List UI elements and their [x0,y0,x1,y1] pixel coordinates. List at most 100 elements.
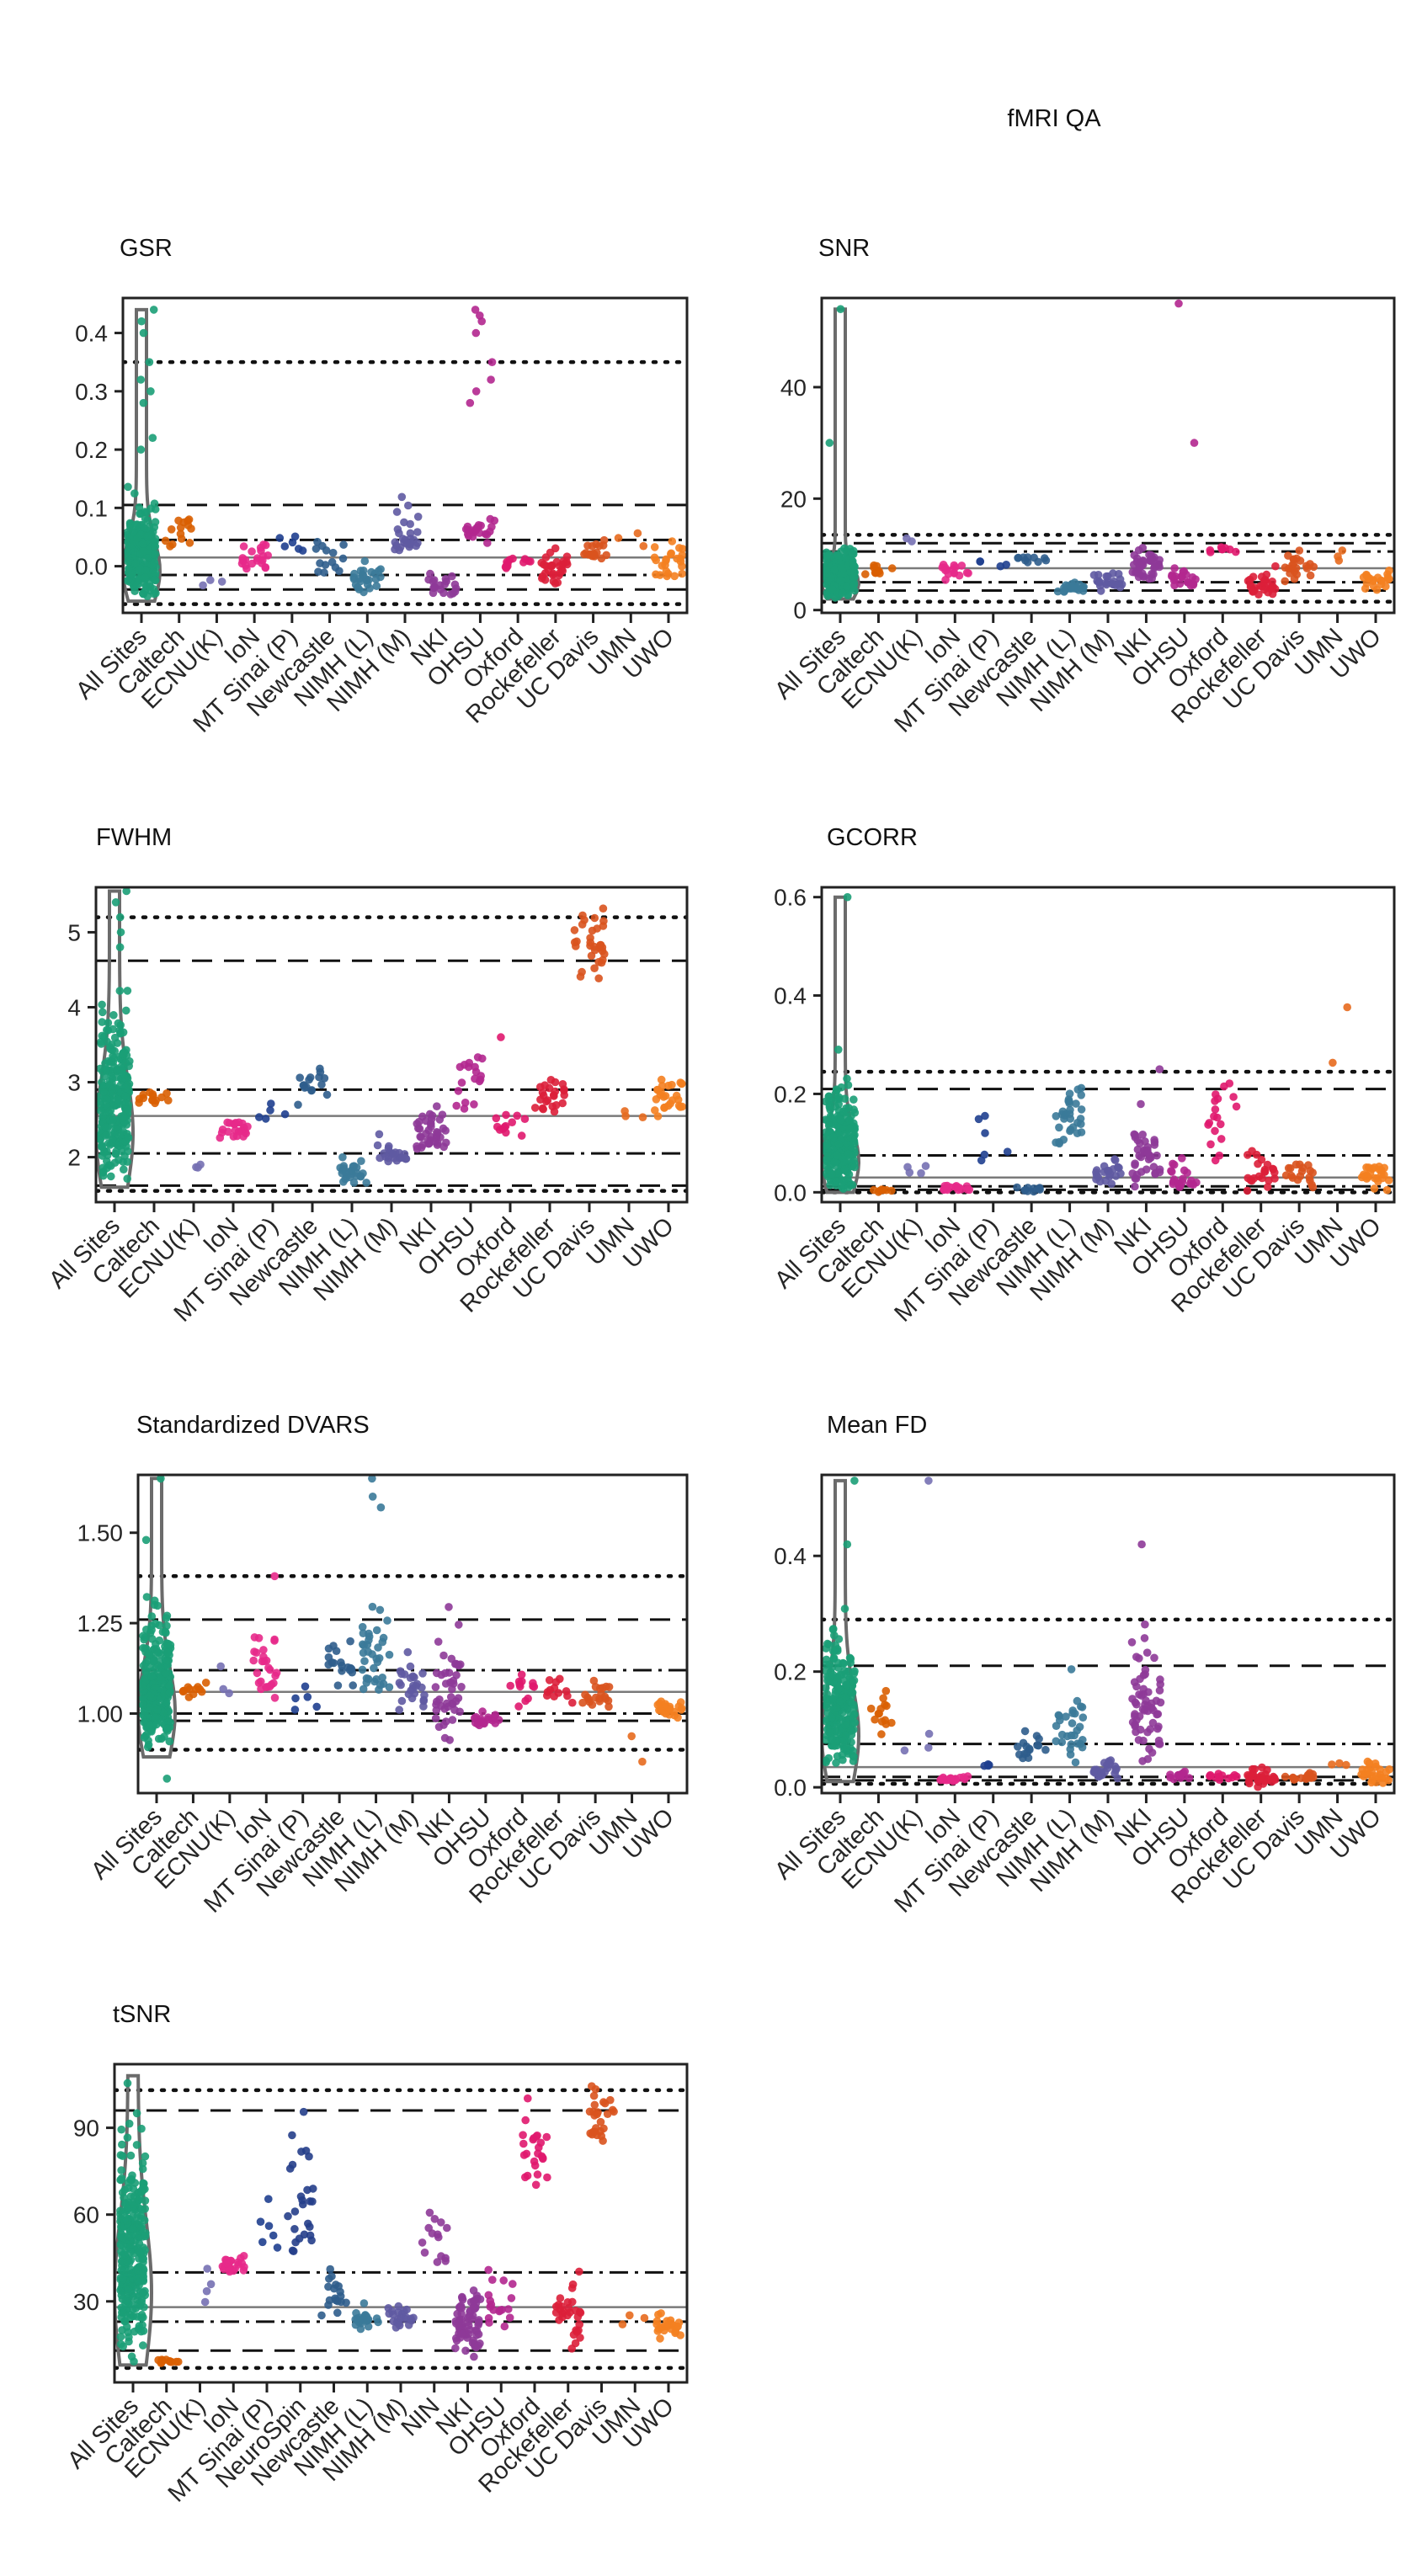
panel-title: GSR [120,235,173,262]
data-point [122,1051,131,1060]
data-point [516,1682,525,1691]
data-point [252,1648,261,1657]
data-point [306,2231,315,2240]
series-nimh-l [1052,1665,1088,1767]
data-point [662,567,671,576]
data-point [590,550,599,559]
data-point [329,1658,338,1668]
data-point [1226,545,1234,554]
data-point [290,2207,300,2216]
data-point [334,2282,344,2291]
data-point [1309,562,1318,572]
data-point [551,1678,561,1686]
data-point [627,1732,636,1741]
data-point [1066,1750,1075,1759]
data-point [141,1633,149,1642]
data-point [162,1614,171,1622]
data-point [497,1033,505,1041]
data-point [1269,583,1277,591]
data-point [202,2286,211,2296]
data-point [358,1665,367,1674]
data-point [356,1172,365,1180]
data-point [1002,561,1010,569]
data-point [1377,580,1386,588]
series-ion [938,561,972,584]
data-point [1178,1154,1186,1163]
data-point [442,1138,450,1147]
data-point [1243,1186,1252,1195]
data-point [125,564,133,573]
data-point [256,2217,265,2226]
series-uwo [652,2309,684,2343]
data-point [1041,1745,1050,1754]
data-point [1211,1105,1220,1114]
data-point [127,2174,136,2184]
data-point [294,1100,302,1110]
data-point [839,1658,847,1668]
data-point [1270,1174,1279,1183]
data-point [130,489,139,498]
data-point [444,1702,452,1711]
data-point [589,2091,599,2100]
data-point [258,556,267,565]
data-point [430,583,439,592]
data-point [374,1643,382,1652]
data-point [830,1742,839,1750]
data-point [418,2238,427,2247]
data-point [1077,1105,1086,1114]
data-point [1055,1137,1063,1147]
data-point [1371,1762,1381,1771]
data-point [573,2328,581,2336]
series-nimh-l [358,1475,394,1694]
data-point [1156,1675,1164,1684]
data-point [487,375,495,384]
data-point [322,1090,332,1099]
y-tick-label: 0.2 [774,1081,807,1107]
data-point [1149,1163,1158,1171]
data-point [828,585,837,593]
data-point [846,1181,855,1190]
data-point [167,525,176,534]
panel-title: tSNR [113,2001,171,2028]
y-tick-label: 0.4 [774,983,807,1009]
data-point [1052,1737,1061,1746]
data-point [346,1173,354,1182]
data-point [473,1053,482,1062]
data-point [117,2291,126,2300]
series-ecnu-k [903,534,916,546]
data-point [338,1152,347,1162]
data-point [521,2173,530,2182]
data-point [822,1128,830,1136]
data-point [1115,579,1124,588]
data-point [159,1708,168,1717]
data-point [139,2184,147,2192]
data-point [828,1169,836,1179]
series-all-sites [822,892,860,1195]
data-point [595,1697,604,1706]
series-nimh-m [395,1647,429,1714]
data-point [152,588,160,598]
data-point [119,2308,128,2318]
data-point [120,1070,128,1079]
series-uwo [1357,1757,1393,1787]
data-point [420,2249,429,2257]
data-point [822,1655,831,1664]
data-point [560,1085,568,1094]
data-point [413,1142,421,1151]
data-point [1258,1763,1266,1772]
data-point [372,582,381,590]
data-point [830,1158,839,1167]
series-ion [237,540,273,573]
data-point [115,913,125,922]
data-point [450,1679,458,1688]
series-ion [216,1118,252,1142]
data-point [1334,556,1344,565]
data-point [1281,1171,1291,1179]
data-point [837,1083,846,1092]
data-point [142,1730,151,1739]
data-point [365,1636,373,1645]
data-point [1138,1131,1147,1139]
data-point [146,387,155,396]
data-point [144,1711,153,1719]
data-point [137,2124,146,2133]
